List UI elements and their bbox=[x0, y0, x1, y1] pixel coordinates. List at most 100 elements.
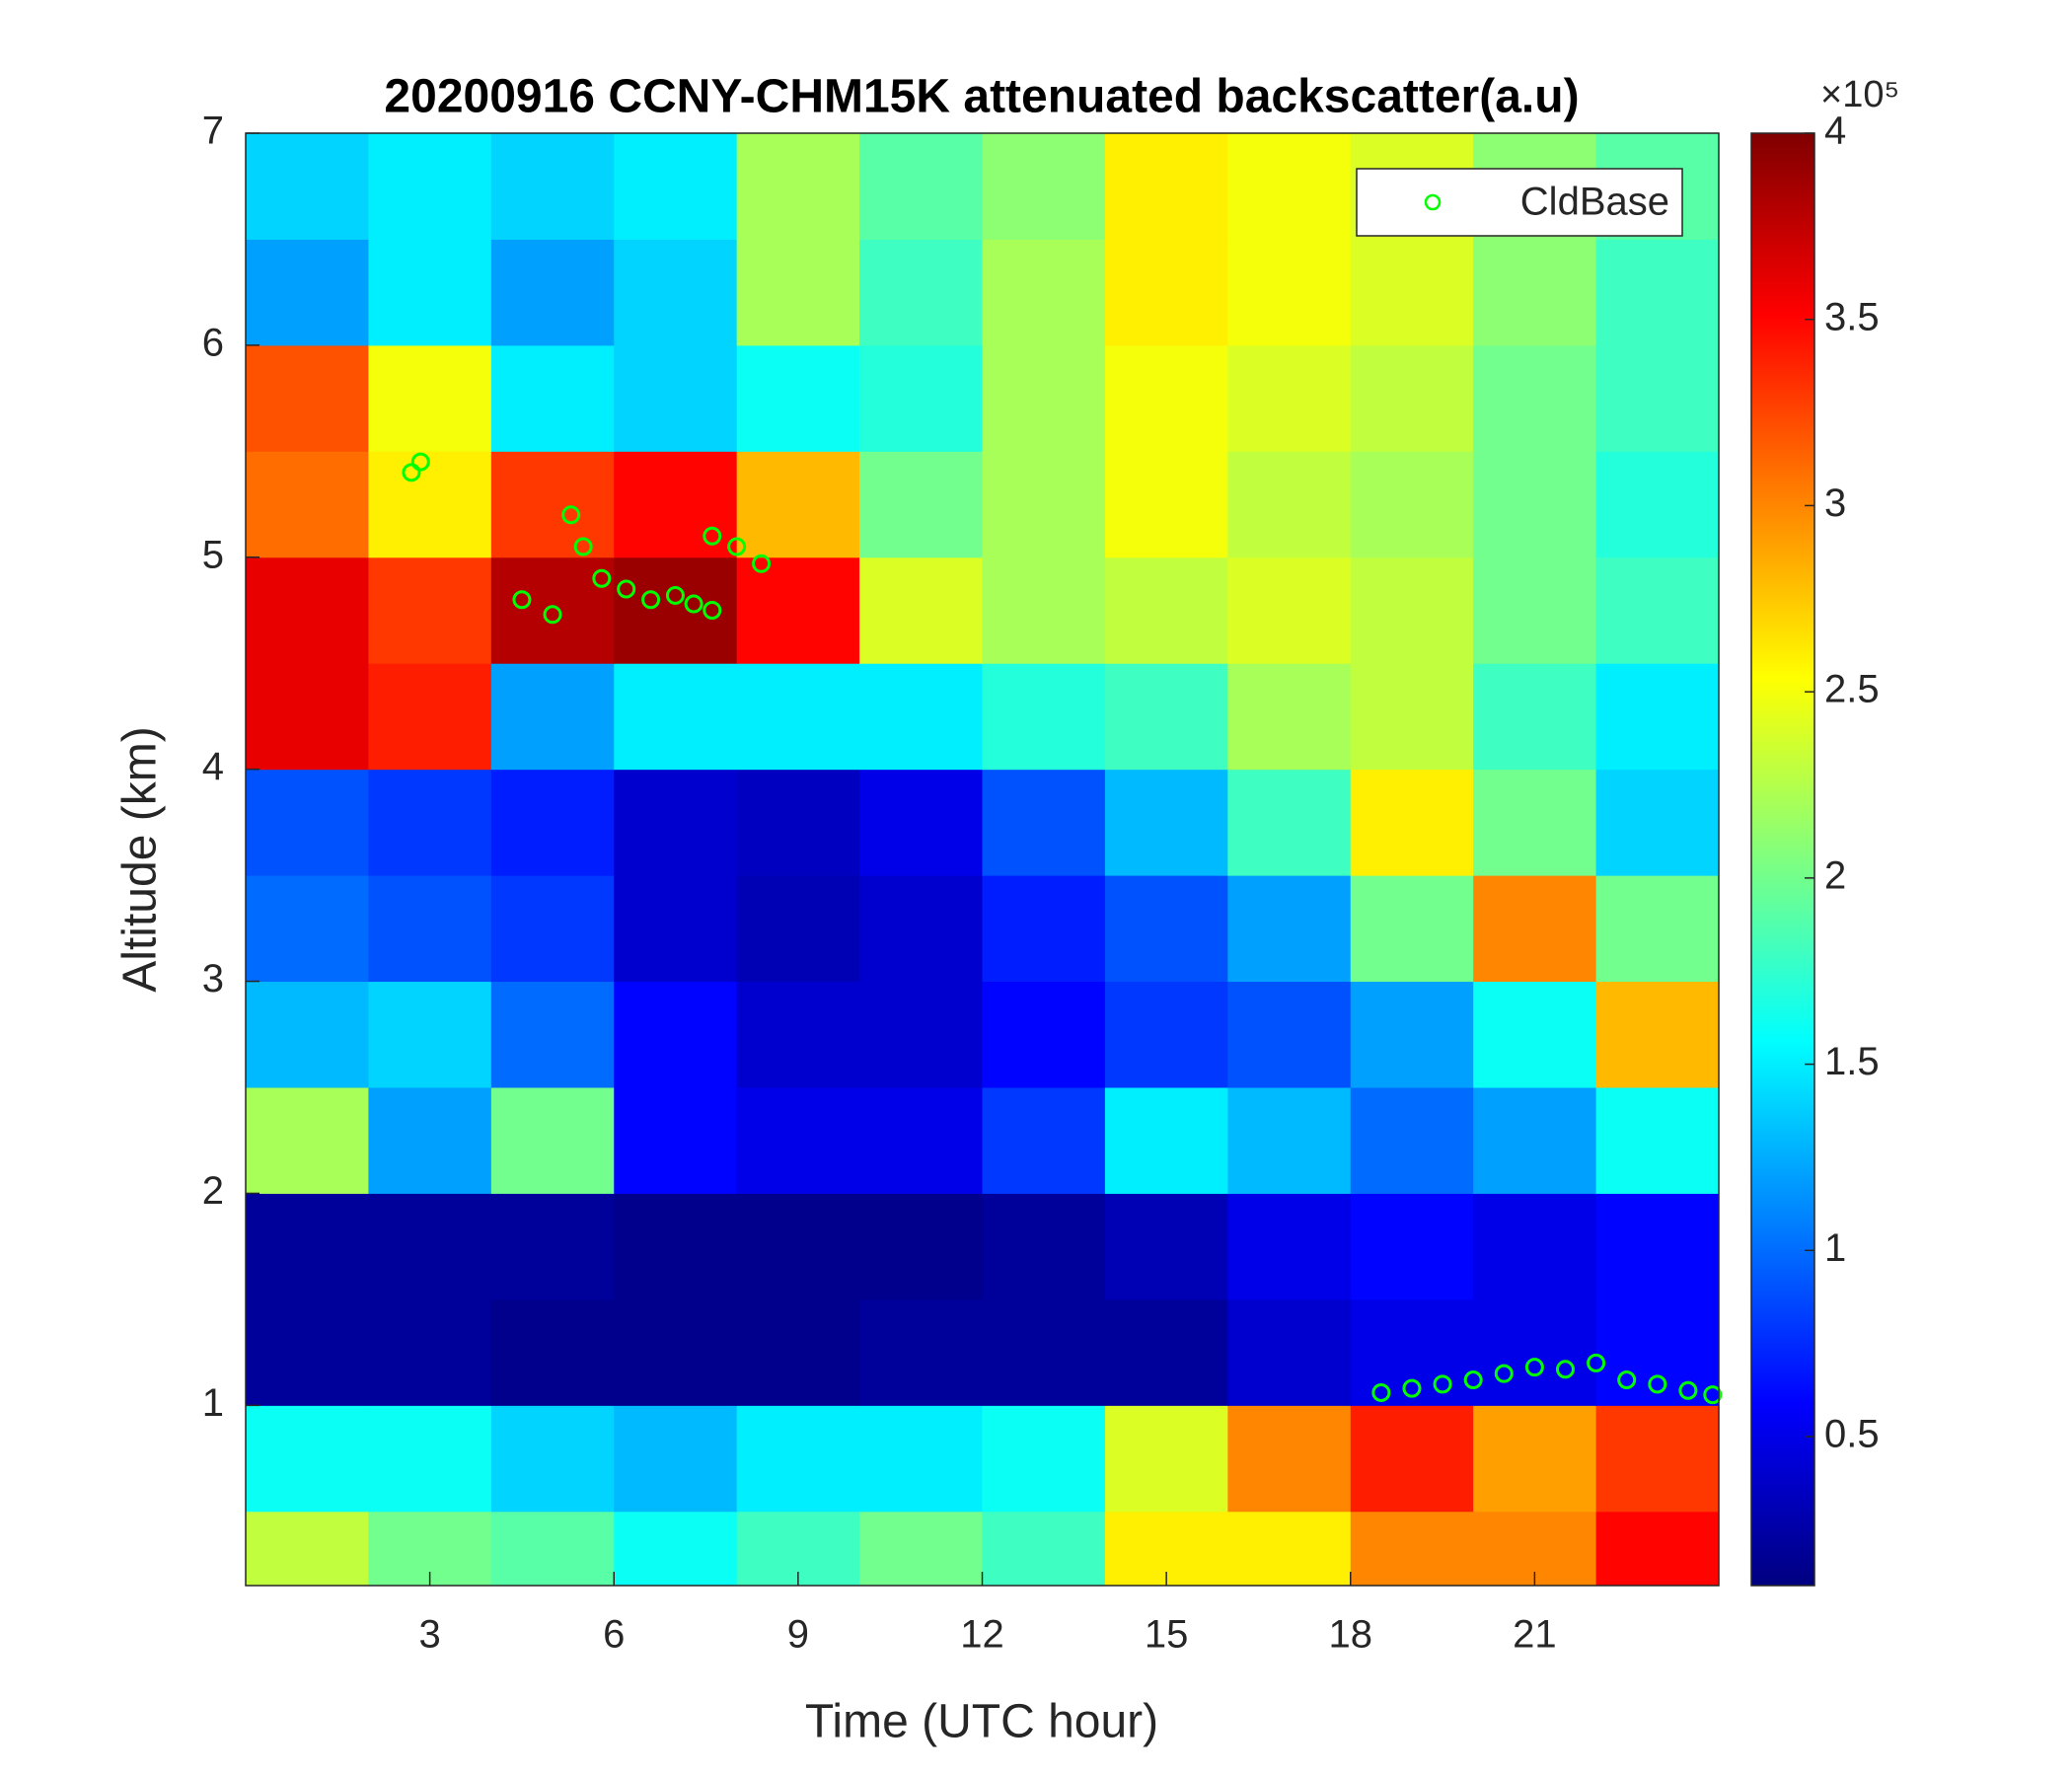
heatmap-cell bbox=[490, 1087, 615, 1194]
chart-title: 20200916 CCNY-CHM15K attenuated backscat… bbox=[384, 71, 1579, 123]
heatmap-cell bbox=[1104, 344, 1228, 452]
heatmap-cell bbox=[1104, 556, 1228, 664]
heatmap-cell bbox=[1473, 981, 1597, 1088]
heatmap-cell bbox=[859, 451, 983, 558]
heatmap-cell bbox=[1227, 769, 1352, 876]
heatmap-cell bbox=[368, 1087, 492, 1194]
heatmap-cell bbox=[982, 981, 1106, 1088]
heatmap-cell bbox=[859, 1511, 983, 1587]
legend-marker bbox=[1424, 193, 1442, 211]
heatmap-cell bbox=[614, 875, 738, 983]
cloud-base-point bbox=[684, 594, 703, 614]
heatmap-cell bbox=[1350, 1405, 1474, 1513]
heatmap-cell bbox=[736, 133, 860, 240]
heatmap-cell bbox=[1473, 239, 1597, 346]
heatmap-cell bbox=[1473, 344, 1597, 452]
heatmap-cell bbox=[246, 981, 369, 1088]
cloud-base-point bbox=[573, 537, 593, 556]
heatmap-cell bbox=[1473, 769, 1597, 876]
x-tick-label: 12 bbox=[960, 1613, 1004, 1657]
cloud-base-point bbox=[561, 505, 581, 525]
colorbar-tick-label: 1 bbox=[1824, 1226, 1846, 1270]
heatmap-cell bbox=[736, 239, 860, 346]
heatmap-cell bbox=[614, 451, 738, 558]
heatmap-cell bbox=[982, 1193, 1106, 1300]
heatmap-cell bbox=[982, 1087, 1106, 1194]
heatmap-cell bbox=[368, 1405, 492, 1513]
cloud-base-point bbox=[727, 537, 747, 556]
x-tick-label: 15 bbox=[1145, 1613, 1189, 1657]
heatmap-cell bbox=[246, 1193, 369, 1300]
heatmap-cell bbox=[368, 239, 492, 346]
y-tick-label: 5 bbox=[202, 533, 224, 576]
heatmap-cell bbox=[1104, 875, 1228, 983]
heatmap-cell bbox=[490, 1511, 615, 1587]
heatmap-cell bbox=[1104, 1087, 1228, 1194]
heatmap-cell bbox=[1227, 981, 1352, 1088]
heatmap-cell bbox=[1350, 875, 1474, 983]
heatmap-cell bbox=[1473, 556, 1597, 664]
heatmap-cell bbox=[614, 769, 738, 876]
heatmap-cell bbox=[368, 451, 492, 558]
heatmap-cell bbox=[1350, 556, 1474, 664]
heatmap-cell bbox=[614, 239, 738, 346]
colorbar-tick-label: 3.5 bbox=[1824, 295, 1880, 338]
heatmap-cell bbox=[736, 344, 860, 452]
heatmap-cell bbox=[246, 1087, 369, 1194]
heatmap-cell bbox=[1473, 1087, 1597, 1194]
colorbar-tick-label: 0.5 bbox=[1824, 1413, 1880, 1456]
cloud-base-point bbox=[592, 568, 612, 588]
heatmap-cell bbox=[1350, 1193, 1474, 1300]
heatmap-cell bbox=[736, 875, 860, 983]
heatmap-cell bbox=[614, 133, 738, 240]
heatmap-cell bbox=[982, 344, 1106, 452]
heatmap-cell bbox=[859, 1405, 983, 1513]
heatmap-cell bbox=[1350, 451, 1474, 558]
colorbar-tick-label: 2.5 bbox=[1824, 668, 1880, 711]
heatmap-cell bbox=[982, 239, 1106, 346]
heatmap-cell bbox=[1104, 1405, 1228, 1513]
colorbar bbox=[1750, 132, 1815, 1587]
heatmap-cell bbox=[368, 769, 492, 876]
heatmap-cell bbox=[1227, 556, 1352, 664]
x-tick-label: 3 bbox=[419, 1613, 441, 1657]
heatmap-cell bbox=[368, 875, 492, 983]
cloud-base-point bbox=[1648, 1374, 1667, 1394]
heatmap-cell bbox=[368, 1193, 492, 1300]
heatmap-cell bbox=[859, 663, 983, 771]
heatmap-cell bbox=[1104, 981, 1228, 1088]
heatmap-cell bbox=[490, 875, 615, 983]
heatmap-cell bbox=[859, 344, 983, 452]
heatmap-cell bbox=[1350, 1511, 1474, 1587]
heatmap-cell bbox=[1595, 663, 1720, 771]
heatmap-cell bbox=[1350, 1298, 1474, 1406]
heatmap-cell bbox=[368, 556, 492, 664]
heatmap-cell bbox=[1595, 769, 1720, 876]
x-tick-label: 6 bbox=[603, 1613, 625, 1657]
heatmap-cell bbox=[859, 556, 983, 664]
colorbar-tick-label: 3 bbox=[1824, 481, 1846, 525]
heatmap-cell bbox=[614, 663, 738, 771]
cloud-base-point bbox=[703, 601, 722, 621]
cloud-base-point bbox=[402, 463, 421, 482]
heatmap-cell bbox=[246, 1298, 369, 1406]
cloud-base-point bbox=[1678, 1380, 1698, 1400]
colorbar-tick-label: 2 bbox=[1824, 853, 1846, 897]
y-axis-label: Altitude (km) bbox=[114, 726, 167, 992]
heatmap-cell bbox=[614, 1511, 738, 1587]
heatmap-cell bbox=[1350, 344, 1474, 452]
heatmap-cell bbox=[1473, 663, 1597, 771]
heatmap-cell bbox=[736, 769, 860, 876]
heatmap-cell bbox=[982, 133, 1106, 240]
heatmap-cell bbox=[246, 875, 369, 983]
heatmap-cell bbox=[736, 1193, 860, 1300]
cloud-base-point bbox=[1433, 1374, 1452, 1394]
heatmap-cell bbox=[859, 133, 983, 240]
cloud-base-point bbox=[1402, 1378, 1422, 1398]
heatmap-cell bbox=[736, 451, 860, 558]
heatmap-cell bbox=[859, 1298, 983, 1406]
heatmap-cell bbox=[246, 239, 369, 346]
y-tick-label: 2 bbox=[202, 1169, 224, 1213]
y-tick-label: 1 bbox=[202, 1381, 224, 1425]
